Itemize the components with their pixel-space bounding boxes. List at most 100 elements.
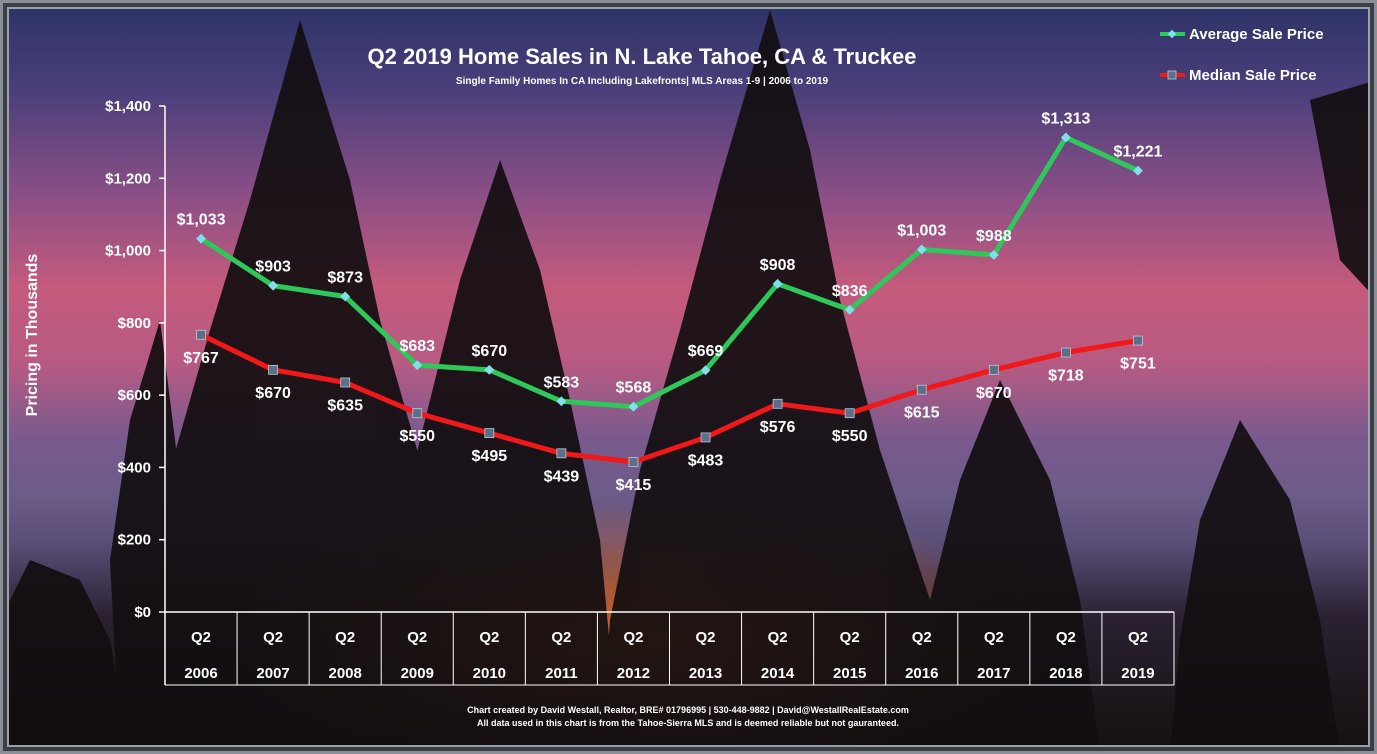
median-point <box>556 448 567 459</box>
average-data-label: $903 <box>255 259 291 276</box>
median-point <box>196 329 206 340</box>
average-point <box>628 401 639 412</box>
median-data-label: $670 <box>976 385 1012 402</box>
average-data-label: $873 <box>327 269 363 286</box>
average-point <box>844 304 855 315</box>
median-data-label: $550 <box>832 428 868 445</box>
legend-average-label: Average Sale Price <box>1189 26 1324 43</box>
x-tick-year: 2018 <box>1049 665 1082 682</box>
median-data-label: $718 <box>1048 367 1084 384</box>
x-tick-quarter: Q2 <box>768 629 788 646</box>
average-sale-price-line <box>198 134 1141 410</box>
average-data-label: $683 <box>399 338 435 355</box>
y-tick-label: $1,200 <box>105 170 151 187</box>
average-data-label: $908 <box>760 257 796 274</box>
median-point <box>412 408 423 419</box>
average-point <box>412 360 423 371</box>
y-tick-label: $1,400 <box>105 98 151 115</box>
median-point <box>268 364 279 375</box>
median-point <box>916 384 927 395</box>
median-point <box>628 457 639 467</box>
median-data-label: $483 <box>688 452 724 469</box>
average-point <box>988 249 999 260</box>
y-tick-label: $200 <box>118 532 151 549</box>
x-tick-quarter: Q2 <box>623 629 643 646</box>
x-tick-year: 2011 <box>545 665 578 682</box>
x-tick-quarter: Q2 <box>551 629 571 646</box>
average-data-label: $1,033 <box>177 212 226 229</box>
x-tick-quarter: Q2 <box>1056 629 1076 646</box>
average-data-label: $836 <box>832 283 868 300</box>
average-data-label: $1,003 <box>897 222 946 239</box>
legend-average-marker <box>1167 29 1177 39</box>
x-tick-quarter: Q2 <box>407 629 427 646</box>
x-tick-year: 2006 <box>184 665 217 682</box>
y-tick-label: $600 <box>118 387 151 404</box>
average-point <box>772 278 783 289</box>
x-tick-year: 2015 <box>833 665 866 682</box>
median-point <box>1133 335 1143 346</box>
median-point <box>988 364 999 375</box>
x-tick-year: 2013 <box>689 665 722 682</box>
x-tick-year: 2007 <box>256 665 289 682</box>
average-data-label: $988 <box>976 228 1012 245</box>
x-tick-quarter: Q2 <box>191 629 211 646</box>
median-data-label: $767 <box>183 350 219 367</box>
x-tick-quarter: Q2 <box>479 629 499 646</box>
legend-median-marker <box>1167 70 1177 80</box>
average-data-label: $1,221 <box>1113 144 1162 161</box>
median-data-label: $635 <box>327 397 363 414</box>
median-point <box>1060 347 1071 358</box>
x-tick-year: 2012 <box>617 665 650 682</box>
median-data-label: $439 <box>544 468 580 485</box>
y-tick-label: $0 <box>134 604 151 621</box>
average-data-label: $583 <box>544 374 580 391</box>
footer-credit: Chart created by David Westall, Realtor,… <box>467 705 909 715</box>
y-ticks: $0 $200 $400 $600 $800 $1,000 $1,200 $1,400 <box>105 98 165 621</box>
x-tick-quarter: Q2 <box>263 629 283 646</box>
median-data-label: $576 <box>760 419 796 436</box>
median-point <box>772 398 783 409</box>
x-tick-year: 2019 <box>1121 665 1154 682</box>
average-data-label: $669 <box>688 343 724 360</box>
average-data-label: $1,313 <box>1041 110 1090 127</box>
average-data-label: $568 <box>616 380 652 397</box>
series-markers <box>196 132 1143 467</box>
chart-title: Q2 2019 Home Sales in N. Lake Tahoe, CA … <box>367 44 916 69</box>
median-sale-price-line <box>198 332 1141 465</box>
average-point <box>556 396 567 407</box>
x-tick-year: 2009 <box>401 665 434 682</box>
average-point <box>700 365 711 376</box>
legend-item-median: Median Sale Price <box>1160 67 1317 84</box>
y-tick-label: $800 <box>118 315 151 332</box>
average-point <box>1133 165 1143 176</box>
median-point <box>340 377 351 388</box>
average-point <box>1060 132 1071 143</box>
median-data-label: $550 <box>399 428 435 445</box>
x-tick-quarter: Q2 <box>1128 629 1148 646</box>
legend-median-label: Median Sale Price <box>1189 67 1317 84</box>
footer-disclaimer: All data used in this chart is from the … <box>477 718 899 728</box>
x-tick-year: 2016 <box>905 665 938 682</box>
chart-subtitle: Single Family Homes In CA Including Lake… <box>456 76 829 87</box>
legend-item-average: Average Sale Price <box>1160 26 1324 43</box>
median-point <box>484 428 495 438</box>
data-labels: $1,033 $903 $873 $683 $670 $583 $568 $669 $908 $8… <box>177 110 1163 494</box>
average-point <box>916 244 927 255</box>
x-tick-quarter: Q2 <box>335 629 355 646</box>
x-tick-quarter: Q2 <box>984 629 1004 646</box>
median-data-label: $495 <box>472 448 508 465</box>
y-tick-label: $400 <box>118 459 151 476</box>
tree-silhouettes <box>0 10 1377 754</box>
y-tick-label: $1,000 <box>105 243 151 260</box>
median-data-label: $415 <box>616 477 652 494</box>
x-tick-quarter: Q2 <box>840 629 860 646</box>
x-tick-year: 2010 <box>473 665 506 682</box>
legend: Average Sale Price Median Sale Price <box>1160 26 1324 84</box>
x-tick-quarter: Q2 <box>912 629 932 646</box>
median-point <box>844 408 855 419</box>
average-point <box>340 291 351 302</box>
y-axis-label: Pricing in Thousands <box>24 254 41 417</box>
